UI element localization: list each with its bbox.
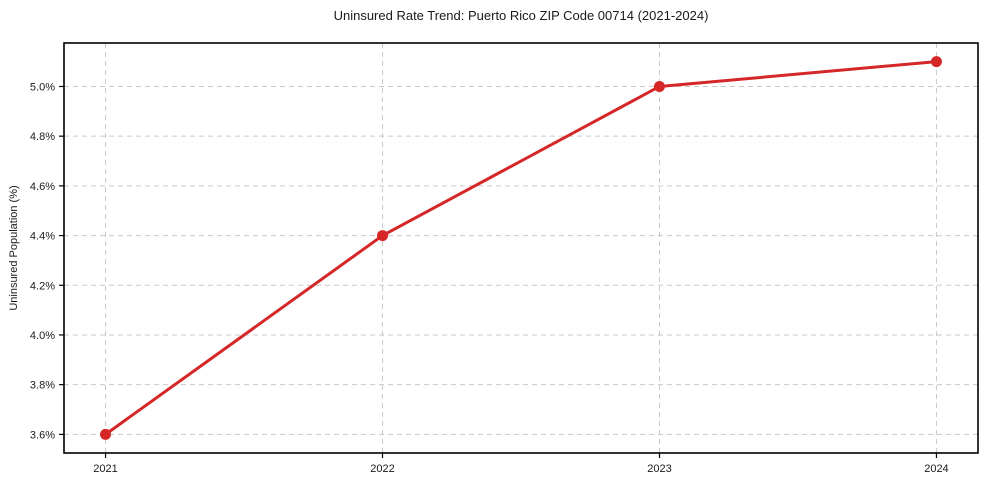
series-layer: [100, 56, 942, 440]
axis-layer: 3.6% 3.8% 4.0% 4.2% 4.4% 4.6% 4.8% 5.0% 2021 2022…: [30, 42, 979, 475]
y-tick-label: 3.8%: [30, 380, 55, 392]
data-point-marker: [930, 56, 942, 68]
y-tick-label: 3.6%: [30, 429, 55, 441]
grid-layer: [64, 43, 978, 453]
y-tick-label: 5.0%: [30, 81, 55, 93]
x-tick-label: 2022: [370, 463, 394, 475]
y-tick-label: 4.0%: [30, 330, 55, 342]
chart-title: Uninsured Rate Trend: Puerto Rico ZIP Co…: [333, 8, 709, 23]
x-tick-label: 2023: [647, 463, 671, 475]
y-tick-label: 4.6%: [30, 181, 55, 193]
y-tick-label: 4.2%: [30, 280, 55, 292]
y-tick-label: 4.8%: [30, 131, 55, 143]
data-point-marker: [653, 80, 665, 92]
x-tick-label: 2024: [924, 463, 948, 475]
data-point-marker: [100, 428, 112, 440]
trend-line: [104, 60, 938, 436]
y-tick-label: 4.4%: [30, 231, 55, 243]
data-point-marker: [377, 230, 389, 242]
plot-border: [63, 42, 979, 454]
x-tick-label: 2021: [93, 463, 117, 475]
